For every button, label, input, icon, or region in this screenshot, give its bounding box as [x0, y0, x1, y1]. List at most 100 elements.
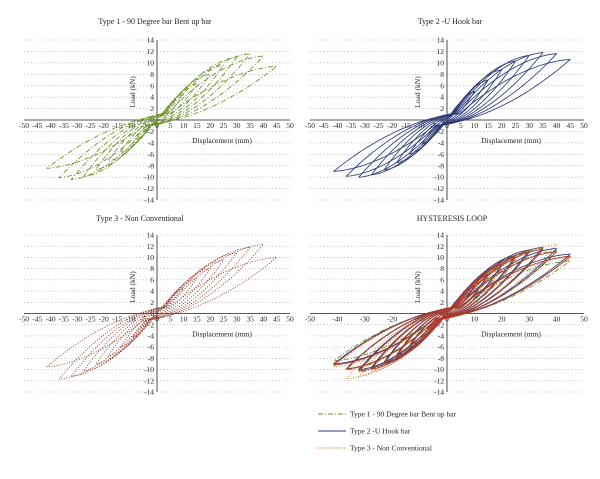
hysteresis-loop-9: [333, 256, 571, 368]
x-tick-label: -40: [332, 315, 342, 324]
y-tick-label: 2: [150, 298, 154, 307]
x-tick-label: 35: [539, 121, 547, 130]
panel-type1: Type 1 - 90 Degree bar Bent up bar -14 -12…: [19, 17, 294, 205]
y-tick-label: -2: [148, 320, 154, 329]
y-tick-label: -4: [148, 332, 154, 341]
x-tick-label: -20: [99, 315, 109, 324]
legend-label-type1: Type 1 - 90 Degree bar Bent up bar: [350, 410, 457, 419]
y-tick-label: -10: [434, 173, 444, 182]
y-tick-label: 8: [440, 70, 444, 79]
y-tick-label: 12: [147, 47, 155, 56]
x-axis-label: Displacement (mm): [192, 330, 252, 339]
x-tick-label: -30: [72, 315, 82, 324]
x-tick-label: 40: [260, 315, 268, 324]
x-tick-label: 15: [193, 315, 201, 324]
y-tick-label: 6: [440, 275, 444, 284]
y-tick-label: 10: [147, 253, 155, 262]
y-tick-label: -6: [148, 343, 154, 352]
y-tick-label: -8: [148, 354, 154, 363]
x-tick-label: -45: [32, 315, 42, 324]
chart-title: Type 3 - Non Conventional: [96, 214, 184, 223]
x-tick-label: -30: [72, 121, 82, 130]
hysteresis-loop-9: [46, 256, 278, 368]
x-tick-label: 20: [206, 315, 214, 324]
y-tick-label: 10: [437, 58, 445, 67]
hysteresis-loop-9: [333, 58, 571, 172]
y-tick-label: 12: [437, 47, 445, 56]
legend: Type 1 - 90 Degree bar Bent up bar Type …: [318, 410, 457, 453]
x-tick-label: -35: [346, 121, 356, 130]
y-tick-label: 10: [147, 58, 155, 67]
x-tick-label: -40: [332, 121, 342, 130]
y-tick-label: 8: [150, 264, 154, 273]
y-tick-label: -12: [434, 376, 444, 385]
y-tick-label: -4: [438, 138, 444, 147]
legend-label-type2: Type 2 -U Hook bar: [350, 427, 411, 436]
x-tick-label: 35: [246, 315, 254, 324]
x-tick-label: 30: [525, 121, 533, 130]
x-tick-label: 45: [567, 121, 575, 130]
y-axis-label: Load (kN): [413, 76, 422, 108]
x-tick-label: 50: [580, 121, 588, 130]
y-tick-label: -6: [148, 150, 154, 159]
x-tick-label: 40: [553, 121, 561, 130]
y-tick-label: -8: [438, 161, 444, 170]
x-tick-label: -25: [86, 121, 96, 130]
x-tick-label: 15: [193, 121, 201, 130]
y-tick-label: 8: [440, 264, 444, 273]
series-1: [333, 52, 571, 178]
hysteresis-loop-9: [333, 255, 571, 366]
x-tick-label: 10: [180, 315, 188, 324]
y-tick-label: 6: [440, 81, 444, 90]
y-tick-label: 4: [440, 93, 444, 102]
hysteresis-loop-8: [58, 244, 264, 380]
y-tick-label: -14: [434, 196, 444, 205]
x-tick-label: 25: [512, 121, 520, 130]
x-tick-label: -50: [305, 315, 315, 324]
chart-title: Type 2 -U Hook bar: [418, 17, 483, 26]
chart-title: HYSTERESIS LOOP: [417, 214, 488, 223]
y-tick-label: -10: [144, 173, 154, 182]
y-tick-label: 4: [150, 93, 154, 102]
y-tick-label: 2: [440, 104, 444, 113]
hysteresis-loop-2: [132, 93, 185, 144]
panel-hysteresis-loop: HYSTERESIS LOOP -14 -12 -10 -8 -6 -4 -20 2 4 6 8 10 1…: [305, 214, 588, 397]
x-tick-label: 40: [553, 315, 561, 324]
x-tick-label: -35: [59, 121, 69, 130]
hysteresis-loop-8: [345, 251, 558, 370]
x-tick-label: -30: [360, 121, 370, 130]
x-tick-label: -25: [86, 315, 96, 324]
x-tick-label: -50: [305, 121, 315, 130]
y-tick-label: -14: [144, 388, 154, 397]
y-tick-label: -6: [438, 343, 444, 352]
chart-title: Type 1 - 90 Degree bar Bent up bar: [98, 17, 212, 26]
x-tick-label: 50: [286, 315, 294, 324]
y-tick-label: 4: [440, 287, 444, 296]
x-tick-label: 45: [273, 121, 281, 130]
legend-item-type2: Type 2 -U Hook bar: [318, 427, 411, 436]
x-axis-label: Displacement (mm): [192, 136, 252, 145]
x-axis-label: Displacement (mm): [481, 330, 541, 339]
x-tick-label: -25: [374, 121, 384, 130]
x-tick-label: -20: [387, 121, 397, 130]
x-tick-label: -45: [319, 121, 329, 130]
y-tick-label: -12: [144, 376, 154, 385]
y-tick-label: 6: [150, 275, 154, 284]
y-tick-label: -4: [438, 332, 444, 341]
x-tick-label: -5: [141, 121, 147, 130]
hysteresis-loop-3: [119, 277, 198, 348]
y-tick-label: -10: [144, 365, 154, 374]
series-1: [46, 244, 278, 380]
x-tick-label: -15: [112, 315, 122, 324]
y-axis-label: Load (kN): [413, 271, 422, 303]
y-tick-label: -8: [148, 161, 154, 170]
series-1: [46, 53, 278, 181]
x-tick-label: 30: [233, 315, 241, 324]
y-axis-label: Load (kN): [128, 271, 137, 303]
y-tick-label: -2: [148, 127, 154, 136]
y-tick-label: -8: [438, 354, 444, 363]
x-tick-label: -20: [99, 121, 109, 130]
y-tick-label: -2: [438, 127, 444, 136]
hysteresis-loop-5: [95, 259, 224, 365]
